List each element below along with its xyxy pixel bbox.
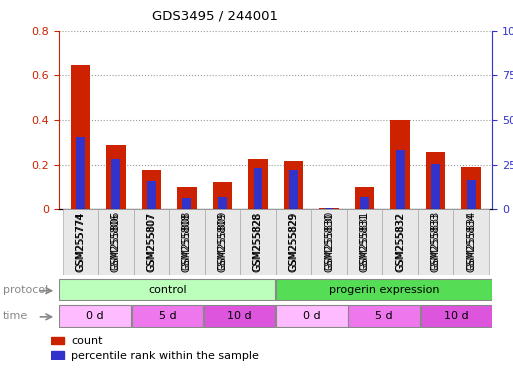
Text: 0 d: 0 d (303, 311, 321, 321)
Text: count: count (71, 336, 103, 346)
Text: GSM255806: GSM255806 (111, 211, 121, 270)
Text: protocol: protocol (3, 285, 48, 295)
Bar (213, 182, 232, 209)
Bar (325, 208, 333, 209)
Bar (248, 159, 268, 209)
FancyBboxPatch shape (421, 305, 492, 327)
FancyBboxPatch shape (205, 209, 240, 275)
Bar (177, 187, 196, 209)
Bar (355, 187, 374, 209)
FancyBboxPatch shape (347, 209, 382, 275)
Text: GSM255774: GSM255774 (75, 211, 85, 271)
Text: GSM255831: GSM255831 (360, 211, 369, 270)
Bar (111, 159, 120, 209)
Text: 0 d: 0 d (86, 311, 104, 321)
Bar (289, 170, 298, 209)
Text: GSM255808: GSM255808 (182, 211, 192, 270)
Text: GSM255834: GSM255834 (466, 211, 476, 270)
FancyBboxPatch shape (453, 209, 489, 275)
Text: 10 d: 10 d (444, 311, 469, 321)
Bar (426, 152, 445, 209)
Bar (431, 164, 440, 209)
Bar (51, 351, 64, 359)
FancyBboxPatch shape (348, 305, 420, 327)
Text: GSM255834: GSM255834 (466, 213, 476, 272)
Bar (51, 337, 64, 344)
FancyBboxPatch shape (63, 209, 98, 275)
Text: GSM255808: GSM255808 (182, 213, 192, 272)
Text: control: control (148, 285, 187, 295)
Bar (461, 167, 481, 209)
Text: percentile rank within the sample: percentile rank within the sample (71, 351, 259, 361)
FancyBboxPatch shape (311, 209, 347, 275)
Bar (106, 144, 126, 209)
Text: GSM255807: GSM255807 (146, 213, 156, 272)
Bar (319, 208, 339, 209)
Bar (142, 170, 161, 209)
Text: GSM255809: GSM255809 (218, 211, 227, 270)
FancyBboxPatch shape (276, 209, 311, 275)
Bar (467, 180, 476, 209)
FancyBboxPatch shape (276, 278, 492, 301)
Text: GSM255833: GSM255833 (430, 213, 441, 272)
Text: GSM255828: GSM255828 (253, 213, 263, 272)
FancyBboxPatch shape (132, 305, 203, 327)
FancyBboxPatch shape (382, 209, 418, 275)
Bar (218, 197, 227, 209)
Text: GSM255828: GSM255828 (253, 211, 263, 271)
FancyBboxPatch shape (169, 209, 205, 275)
Text: time: time (3, 311, 28, 321)
Text: GSM255829: GSM255829 (288, 213, 299, 272)
Text: GSM255832: GSM255832 (395, 213, 405, 272)
FancyBboxPatch shape (418, 209, 453, 275)
FancyBboxPatch shape (204, 305, 275, 327)
Text: GSM255829: GSM255829 (288, 211, 299, 271)
Bar (76, 137, 85, 209)
Text: GSM255807: GSM255807 (146, 211, 156, 271)
FancyBboxPatch shape (98, 209, 133, 275)
Text: GSM255830: GSM255830 (324, 211, 334, 270)
Text: GSM255831: GSM255831 (360, 213, 369, 272)
Text: progerin expression: progerin expression (329, 285, 439, 295)
Bar (147, 181, 156, 209)
Text: GSM255809: GSM255809 (218, 213, 227, 272)
Text: 5 d: 5 d (376, 311, 393, 321)
Text: GSM255806: GSM255806 (111, 213, 121, 272)
Bar (390, 120, 410, 209)
Text: 10 d: 10 d (227, 311, 252, 321)
Bar (183, 198, 191, 209)
FancyBboxPatch shape (276, 305, 348, 327)
FancyBboxPatch shape (240, 209, 276, 275)
Bar (71, 65, 90, 209)
Bar (396, 150, 405, 209)
Bar (284, 161, 303, 209)
FancyBboxPatch shape (60, 278, 275, 301)
Text: GDS3495 / 244001: GDS3495 / 244001 (152, 10, 279, 23)
Bar (360, 197, 369, 209)
FancyBboxPatch shape (60, 305, 131, 327)
Text: GSM255830: GSM255830 (324, 213, 334, 272)
Text: 5 d: 5 d (159, 311, 176, 321)
Text: GSM255774: GSM255774 (75, 213, 85, 272)
Bar (253, 168, 263, 209)
Text: GSM255833: GSM255833 (430, 211, 441, 270)
FancyBboxPatch shape (133, 209, 169, 275)
Text: GSM255832: GSM255832 (395, 211, 405, 271)
